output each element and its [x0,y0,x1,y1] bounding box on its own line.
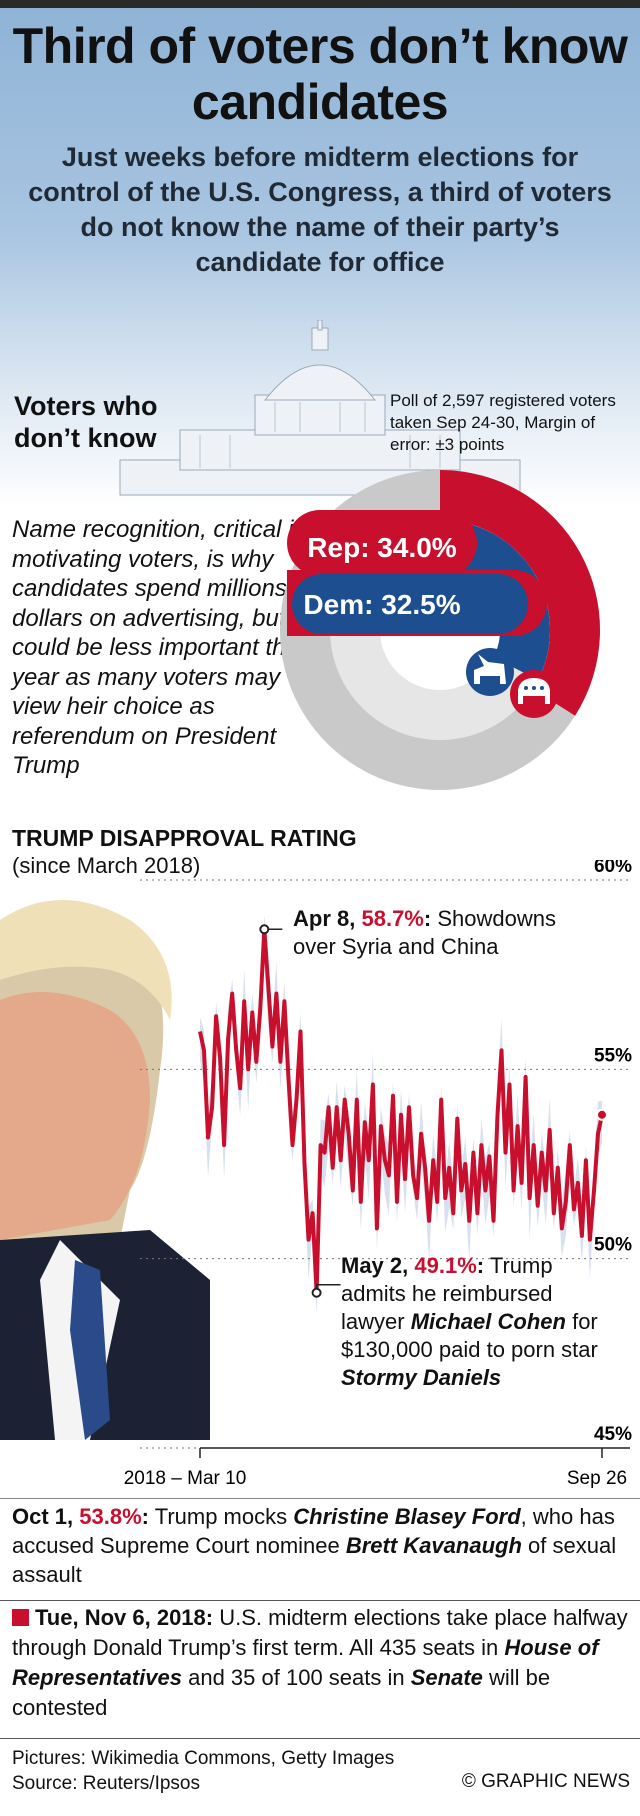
source-credit: Source: Reuters/Ipsos [12,1773,200,1794]
footer: Pictures: Wikimedia Commons, Getty Image… [12,1746,632,1796]
red-square-icon [12,1609,29,1626]
dem-pill [292,574,528,634]
marker-may2 [311,1287,322,1298]
line-chart-title: TRUMP DISAPPROVAL RATING [12,825,357,851]
x-label-end: Sep 26 [567,1468,627,1489]
rep-pill [287,510,477,576]
top-bar [0,0,640,8]
y-tick-label: 60% [594,860,632,877]
annotation-apr8: Apr 8, 58.7%: Showdowns over Syria and C… [293,906,556,959]
nov6-note: Tue, Nov 6, 2018: U.S. midterm elections… [12,1605,628,1720]
y-tick-label: 55% [594,1045,632,1066]
divider [0,1600,640,1601]
line-chart-subtitle: (since March 2018) [12,853,201,878]
picture-credits: Pictures: Wikimedia Commons, Getty Image… [12,1748,395,1769]
donut-overlay [0,0,640,820]
rep-label: Rep: 34.0% [307,532,456,563]
section-label: Voters who don’t know [14,391,158,453]
publisher-credit: © GRAPHIC NEWS [461,1771,630,1792]
page-title: Third of voters don’t know candidates [12,18,628,130]
x-label-start: 2018 – Mar 10 [124,1468,247,1489]
trump-portrait [0,900,210,1440]
rep-arc [440,470,600,716]
divider [0,1498,640,1499]
disapproval-line-chart: 60% 55% 50% 45% 2018 – Mar 10 Sep 26 [0,860,632,1489]
page-subtitle: Just weeks before midterm elections for … [28,142,612,277]
y-tick-label: 50% [594,1235,632,1256]
capitol-illustration [119,320,521,496]
disapproval-line [198,927,604,1295]
y-tick-label: 45% [594,1424,632,1445]
dem-label: Dem: 32.5% [303,589,460,620]
divider [0,1738,640,1739]
poll-note: Poll of 2,597 registered voters taken Se… [390,391,616,454]
intro-text: Name recognition, critical in motivating… [12,516,314,779]
y-axis-labels: 60% 55% 50% 45% [594,860,632,1445]
marker-end [596,1108,608,1121]
annotation-may2: May 2, 49.1%: Trump admits he reimbursed… [341,1253,598,1390]
marker-apr8 [259,924,270,935]
donut-chart: Rep: 34.0% Dem: 32.5% [280,470,600,790]
oct1-note: Oct 1, 53.8%: Trump mocks Christine Blas… [12,1504,617,1587]
